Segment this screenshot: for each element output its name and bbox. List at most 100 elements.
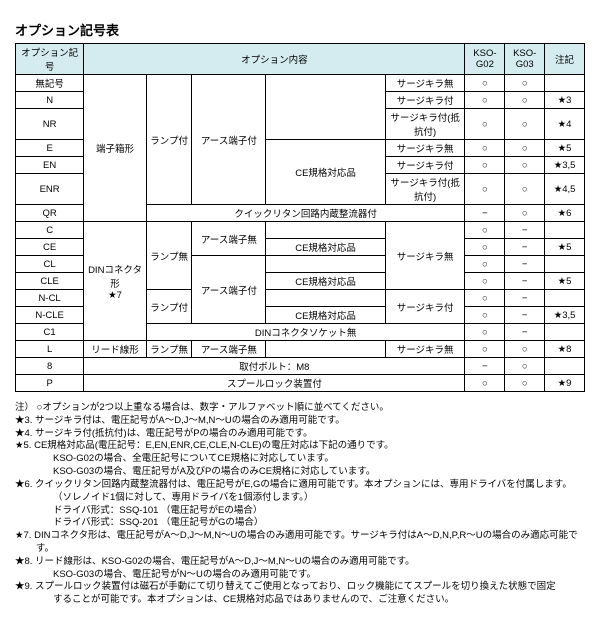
ce-cert: CE規格対応品 — [266, 273, 385, 290]
note: ★3,5 — [545, 307, 585, 324]
surge-none: サージキラ無 — [385, 222, 465, 290]
g02: ○ — [465, 222, 505, 239]
note — [545, 290, 585, 307]
ce-cert: CE規格対応品 — [266, 140, 385, 205]
note: ★5 — [545, 273, 585, 290]
surge: サージキラ付 — [385, 92, 465, 109]
option-table: オプション記号 オプション内容 KSO-G02 KSO-G03 注記 無記号 端… — [15, 43, 585, 392]
code: C1 — [16, 324, 84, 341]
g03: ○ — [505, 358, 545, 375]
note — [545, 75, 585, 92]
note-line: ★6. クイックリタン回路内蔵整流器付は、電圧記号がE,Gの場合に適用可能です。… — [15, 479, 585, 492]
g02: ○ — [465, 92, 505, 109]
note-line: KSO-G03の場合、電圧記号がA及びPの場合のみCE規格に対応しています。 — [15, 466, 585, 479]
spool-lock: スプールロック装置付 — [84, 375, 465, 392]
din-connector: DINコネクタ形★7 — [84, 222, 147, 341]
code: NR — [16, 109, 84, 140]
code: 無記号 — [16, 75, 84, 92]
note — [545, 324, 585, 341]
g02: ○ — [465, 157, 505, 174]
code: N — [16, 92, 84, 109]
code: ENR — [16, 174, 84, 205]
g03: ○ — [505, 341, 545, 358]
g02: ○ — [465, 75, 505, 92]
earth-on: アース端子付 — [192, 75, 266, 205]
surge: サージキラ付(抵抗付) — [385, 174, 465, 205]
code: N-CLE — [16, 307, 84, 324]
hdr-note: 注記 — [545, 44, 585, 75]
g02: ○ — [465, 239, 505, 256]
note: ★4 — [545, 109, 585, 140]
terminal-box: 端子箱形 — [84, 75, 147, 222]
earth-off: アース端子無 — [192, 341, 266, 358]
note: ★3,5 — [545, 157, 585, 174]
g02: ○ — [465, 273, 505, 290]
g03: − — [505, 273, 545, 290]
hdr-g03: KSO-G03 — [505, 44, 545, 75]
surge-on: サージキラ付 — [385, 290, 465, 324]
g02: ○ — [465, 109, 505, 140]
note-line: KSO-G03の場合、電圧記号がN～Uの場合のみ適用可能です。 — [15, 569, 585, 582]
g03: ○ — [505, 375, 545, 392]
note: ★5 — [545, 140, 585, 157]
note-line: ★4. サージキラ付(抵抗付)は、電圧記号がPの場合のみ適用可能です。 — [15, 428, 585, 441]
surge: サージキラ無 — [385, 140, 465, 157]
g03: − — [505, 222, 545, 239]
table-title: オプション記号表 — [15, 20, 585, 39]
note: ★9 — [545, 375, 585, 392]
earth-on: アース端子付 — [192, 256, 266, 324]
g03: − — [505, 307, 545, 324]
note-line: ★9. スプールロック装置付は磁石が手動にて切り替えてご使用となっており、ロック… — [15, 581, 585, 594]
code: C — [16, 222, 84, 239]
note-line: KSO-G02の場合、全電圧記号についてCE規格に対応しています。 — [15, 453, 585, 466]
code: CLE — [16, 273, 84, 290]
quick-return: クイックリタン回路内蔵整流器付 — [146, 205, 465, 222]
g03: − — [505, 290, 545, 307]
note-line: ドライバ形式：SSQ-201 （電圧記号がGの場合） — [15, 517, 585, 530]
note-line: することが可能です。本オプションは、CE規格対応品ではありませんので、ご注意くだ… — [15, 594, 585, 607]
g02: ○ — [465, 140, 505, 157]
g02: ○ — [465, 375, 505, 392]
g03: ○ — [505, 75, 545, 92]
ce-cert: CE規格対応品 — [266, 239, 385, 256]
lead-wire: リード線形 — [84, 341, 147, 358]
g02: ○ — [465, 324, 505, 341]
note-line: ★8. リード線形は、KSO-G02の場合、電圧記号がA～D,J～M,N～Uの場… — [15, 556, 585, 569]
lamp-on: ランプ付 — [146, 290, 192, 324]
g02: ○ — [465, 307, 505, 324]
g03: − — [505, 324, 545, 341]
note — [545, 256, 585, 273]
g03: ○ — [505, 205, 545, 222]
lamp-off: ランプ無 — [146, 341, 192, 358]
note-line: ★3. サージキラ付は、電圧記号がA～D,J～M,N～Uの場合のみ適用可能です。 — [15, 415, 585, 428]
g03: ○ — [505, 174, 545, 205]
surge-none: サージキラ無 — [385, 341, 465, 358]
g03: ○ — [505, 92, 545, 109]
notes-block: 注） ○オプションが2つ以上重なる場合は、数字・アルファベット順に並べてください… — [15, 402, 585, 607]
g03: − — [505, 256, 545, 273]
ce-cert: CE規格対応品 — [266, 307, 385, 324]
note: ★8 — [545, 341, 585, 358]
code: CE — [16, 239, 84, 256]
g02: − — [465, 205, 505, 222]
g02: ○ — [465, 341, 505, 358]
note: ★3 — [545, 92, 585, 109]
note — [545, 358, 585, 375]
lamp-off: ランプ無 — [146, 222, 192, 290]
note-line: （ソレノイド1個に対して、専用ドライバを1個添付します。） — [15, 492, 585, 505]
bolt-m8: 取付ボルト：M8 — [84, 358, 465, 375]
g02: ○ — [465, 256, 505, 273]
g02: − — [465, 358, 505, 375]
code: 8 — [16, 358, 84, 375]
note: ★4,5 — [545, 174, 585, 205]
surge: サージキラ付(抵抗付) — [385, 109, 465, 140]
code: QR — [16, 205, 84, 222]
code: CL — [16, 256, 84, 273]
g03: ○ — [505, 109, 545, 140]
g02: ○ — [465, 174, 505, 205]
code: EN — [16, 157, 84, 174]
hdr-g02: KSO-G02 — [465, 44, 505, 75]
din-socket-none: DINコネクタソケット無 — [146, 324, 465, 341]
code: E — [16, 140, 84, 157]
lamp-on: ランプ付 — [146, 75, 192, 205]
